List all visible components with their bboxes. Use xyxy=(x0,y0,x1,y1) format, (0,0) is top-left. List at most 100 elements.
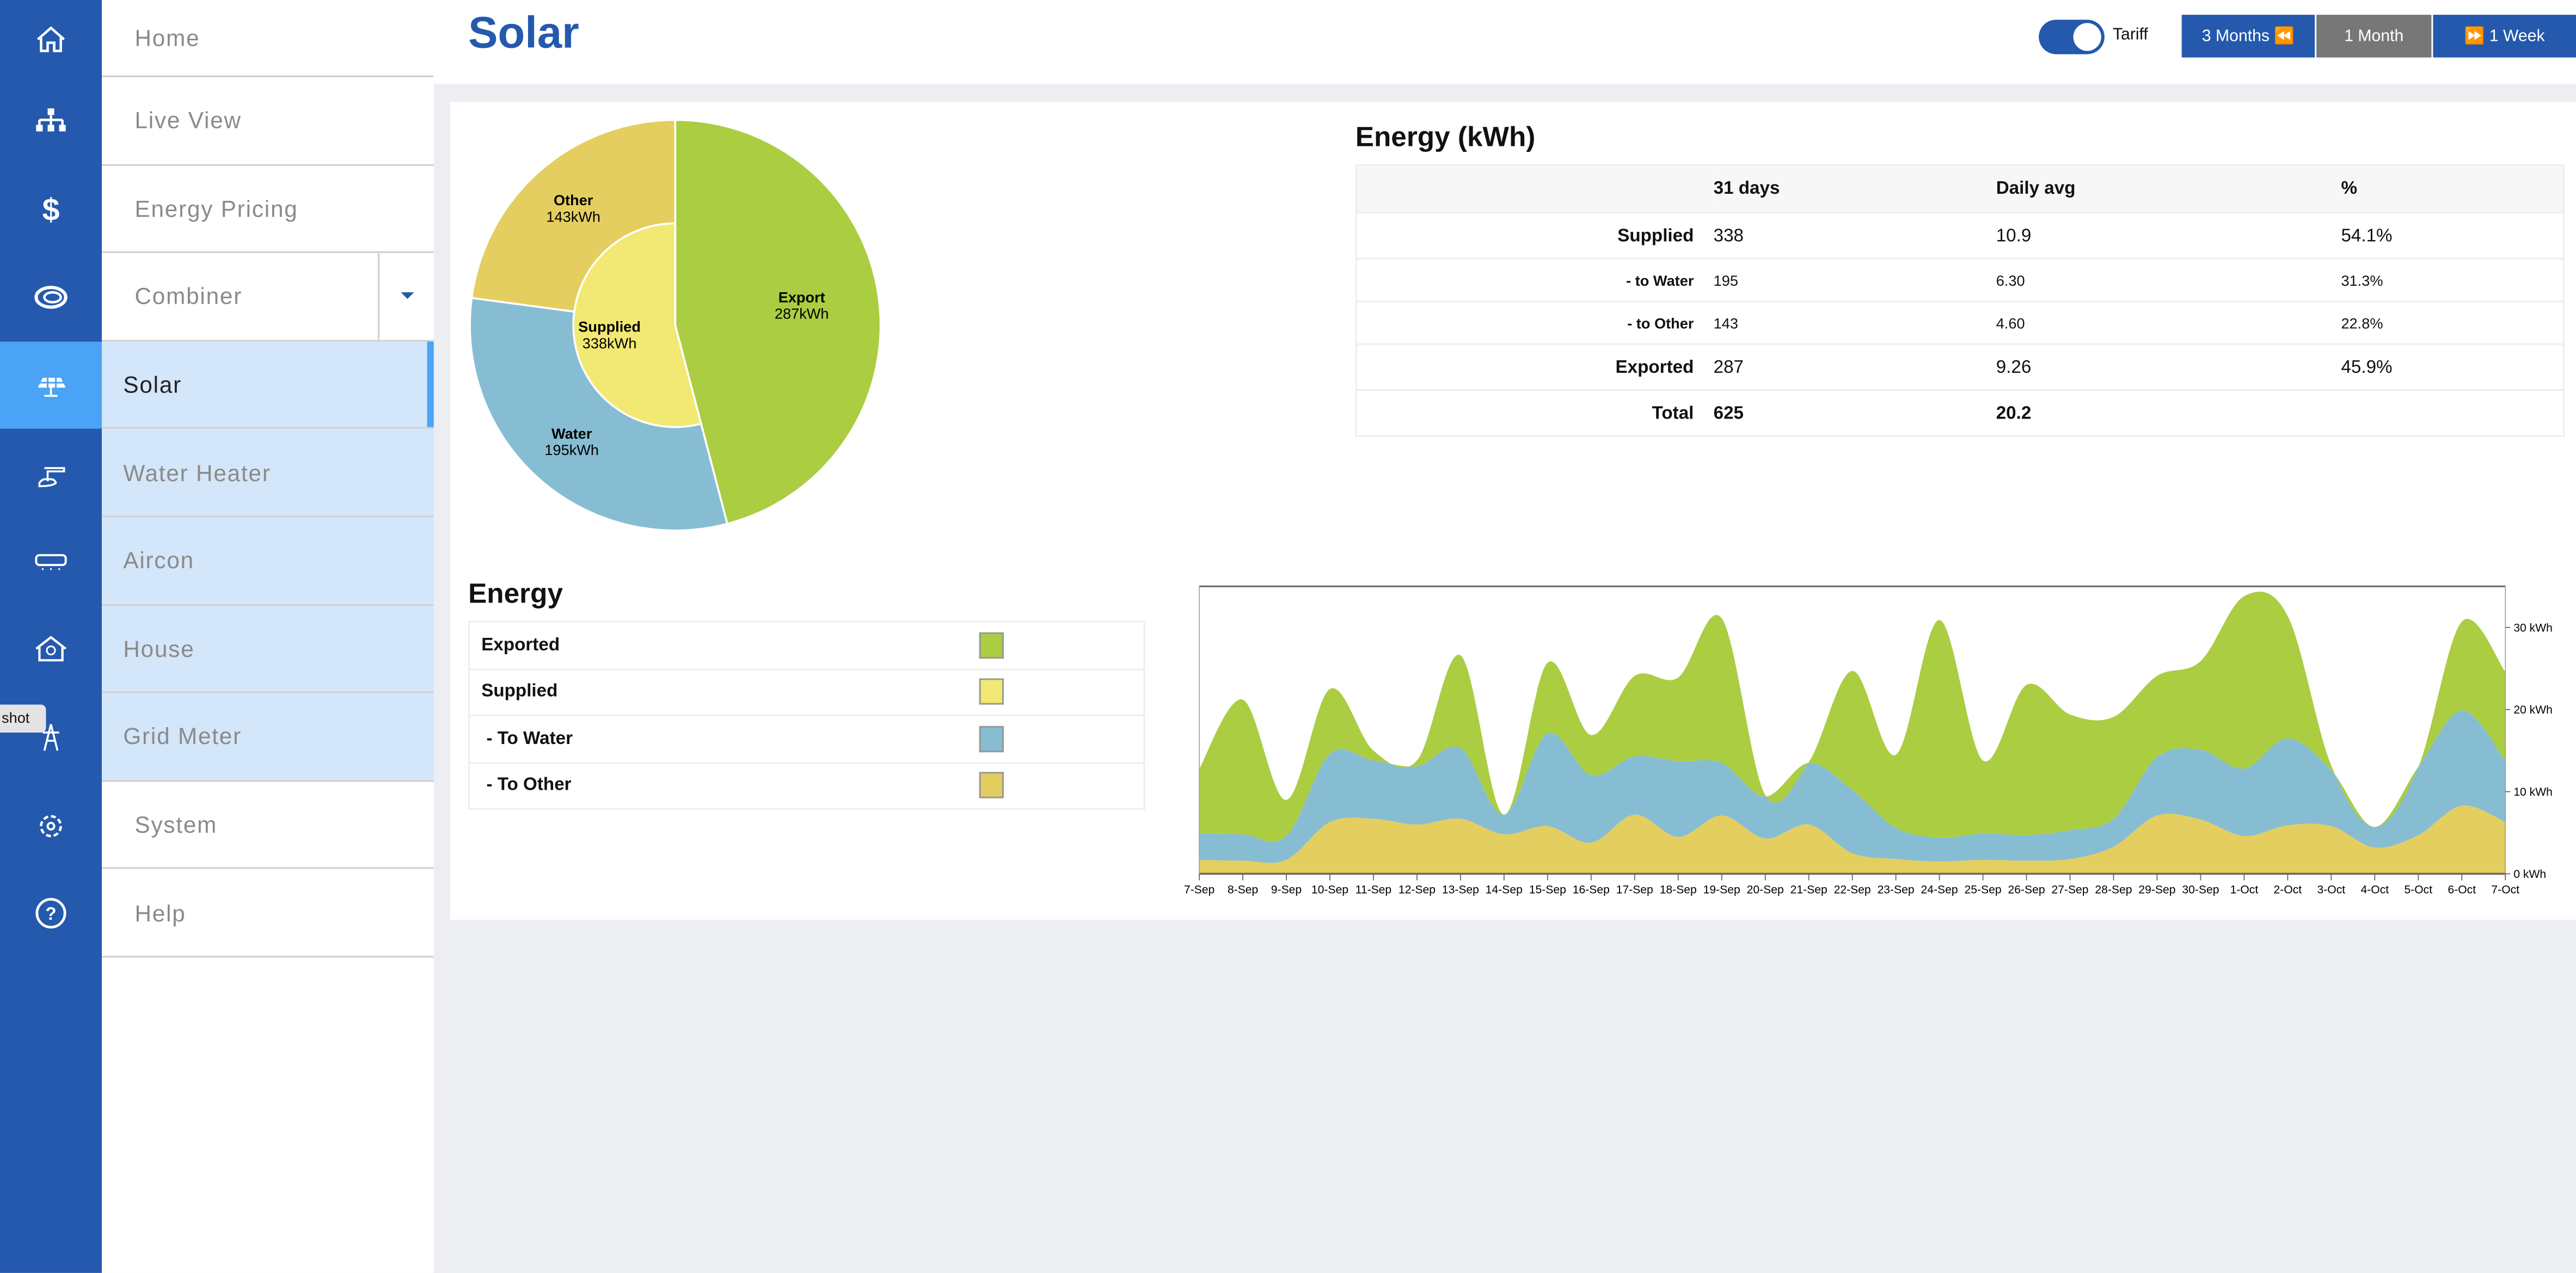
x-tick-label: 18-Sep xyxy=(1660,884,1697,896)
nav-menu: Home Live View Energy Pricing Combiner Solar… xyxy=(102,0,434,1273)
x-tick-label: 26-Sep xyxy=(2008,884,2045,896)
legend-swatch-cell xyxy=(979,714,1144,762)
table-cell: 4.60 xyxy=(1996,300,2341,345)
menu-item-system[interactable]: System xyxy=(102,782,434,870)
menu-item-aircon[interactable]: Aircon xyxy=(102,517,434,606)
table-cell: 9.26 xyxy=(1996,343,2341,390)
svg-text:?: ? xyxy=(45,905,56,925)
menu-item-label: Help xyxy=(134,899,186,926)
x-tick-label: 7-Sep xyxy=(1184,884,1215,896)
menu-item-label: Live View xyxy=(134,107,242,134)
energy-table: 31 days Daily avg % Supplied 338 10.9 54.1%… xyxy=(1355,164,2565,437)
tariff-label: Tariff xyxy=(2112,26,2148,45)
pie-slice-export[interactable] xyxy=(674,119,882,525)
table-row: Exported 287 9.26 45.9% xyxy=(1356,343,2564,390)
solar-panel-icon xyxy=(38,377,66,396)
legend-swatch-cell xyxy=(979,620,1144,669)
menu-item-combiner[interactable]: Combiner xyxy=(102,253,434,342)
menu-item-house[interactable]: House xyxy=(102,605,434,694)
toggle-knob xyxy=(2073,23,2101,51)
table-cell: 54.1% xyxy=(2341,212,2564,259)
menu-item-help[interactable]: Help xyxy=(102,870,434,958)
x-tick-label: 20-Sep xyxy=(1747,884,1784,896)
iconbar-item-gear[interactable] xyxy=(0,782,102,870)
iconbar-item-home[interactable] xyxy=(0,0,102,77)
range-1-week-button[interactable]: ⏩ 1 Week xyxy=(2433,15,2576,58)
range-3-months-button[interactable]: 3 Months ⏪ xyxy=(2181,15,2315,58)
iconbar-item-dollar[interactable]: $ xyxy=(0,165,102,254)
x-tick-label: 15-Sep xyxy=(1529,884,1566,896)
table-cell: 195 xyxy=(1713,257,1996,302)
x-tick-label: 30-Sep xyxy=(2182,884,2219,896)
tariff-toggle[interactable] xyxy=(2039,20,2105,54)
iconbar-item-house-bulb[interactable] xyxy=(0,605,102,693)
x-tick-label: 4-Oct xyxy=(2361,884,2389,896)
legend-item: - To Water xyxy=(469,714,1144,762)
table-row: Total 625 20.2 xyxy=(1356,389,2564,436)
menu-item-energy-pricing[interactable]: Energy Pricing xyxy=(102,165,434,254)
menu-item-label: Water Heater xyxy=(123,459,271,486)
iconbar-item-water-heater[interactable] xyxy=(0,429,102,518)
header-cell xyxy=(1356,164,1714,213)
y-tick-label: 0 kWh xyxy=(2513,868,2546,881)
legend-item: - To Other xyxy=(469,761,1144,809)
menu-item-water-heater[interactable]: Water Heater xyxy=(102,429,434,518)
x-tick-label: 28-Sep xyxy=(2095,884,2132,896)
menu-item-label: Home xyxy=(134,24,200,51)
table-cell: 45.9% xyxy=(2341,343,2564,390)
pie-label-export: Export 287kWh xyxy=(775,288,829,322)
table-row: - to Water 195 6.30 31.3% xyxy=(1356,257,2564,302)
menu-item-label: Energy Pricing xyxy=(134,195,298,222)
iconbar-item-combiner-swirl[interactable] xyxy=(0,253,102,341)
x-tick-label: 22-Sep xyxy=(1834,884,1871,896)
table-cell xyxy=(2341,389,2564,436)
legend-item: Exported xyxy=(469,620,1144,669)
power-pylon-icon xyxy=(42,724,59,751)
menu-item-label: Aircon xyxy=(123,547,195,574)
page-title: Solar xyxy=(468,8,579,58)
aircon-icon xyxy=(35,554,67,570)
iconbar-item-help[interactable]: ? xyxy=(0,870,102,958)
pie-label-supplied: Supplied 338kWh xyxy=(578,318,641,352)
icon-bar: $? xyxy=(0,0,102,1273)
energy-kwh-title: Energy (kWh) xyxy=(1355,121,1536,153)
header-cell: 31 days xyxy=(1713,164,1996,213)
x-tick-label: 2-Oct xyxy=(2274,884,2302,896)
range-1-month-button[interactable]: 1 Month xyxy=(2316,15,2432,58)
menu-item-grid-meter[interactable]: Grid Meter xyxy=(102,693,434,782)
solar-card: Export 287kWh Supplied 338kWh Other 143kWh … xyxy=(450,102,2576,920)
table-cell: 31.3% xyxy=(2341,257,2564,302)
combiner-swirl-icon xyxy=(34,286,68,309)
page-header: Solar Tariff 3 Months ⏪ 1 Month ⏩ 1 Week xyxy=(433,0,2576,84)
menu-item-home[interactable]: Home xyxy=(102,0,434,77)
water-heater-icon xyxy=(38,467,65,488)
header-cell: Daily avg xyxy=(1996,164,2341,213)
menu-item-live-view[interactable]: Live View xyxy=(102,77,434,165)
iconbar-item-aircon[interactable] xyxy=(0,518,102,606)
table-cell: Supplied xyxy=(1356,212,1714,259)
table-row: - to Other 143 4.60 22.8% xyxy=(1356,300,2564,345)
x-tick-label: 23-Sep xyxy=(1878,884,1915,896)
table-cell: 338 xyxy=(1713,212,1996,259)
iconbar-item-solar-panel[interactable] xyxy=(0,341,102,429)
pie-slice-supplied[interactable] xyxy=(572,222,702,428)
x-tick-label: 3-Oct xyxy=(2317,884,2346,896)
x-tick-label: 19-Sep xyxy=(1703,884,1740,896)
iconbar-item-network[interactable] xyxy=(0,77,102,165)
area-chart: 7-Sep 8-Sep 9-Sep 10-Sep 11-Sep 12-Sep 13-Sep 1… xyxy=(1184,585,2553,896)
table-cell: - to Other xyxy=(1356,300,1714,345)
x-tick-label: 13-Sep xyxy=(1442,884,1479,896)
legend-swatch xyxy=(979,772,1004,799)
area-series-to-other xyxy=(1199,805,2506,874)
iconbar-item-power-pylon[interactable] xyxy=(0,693,102,782)
menu-item-solar[interactable]: Solar xyxy=(102,341,434,429)
legend-item: Supplied xyxy=(469,667,1144,716)
x-tick-label: 12-Sep xyxy=(1399,884,1436,896)
x-tick-label: 27-Sep xyxy=(2051,884,2088,896)
menu-item-label: Grid Meter xyxy=(123,723,242,750)
table-cell: 143 xyxy=(1713,300,1996,345)
combiner-dropdown-toggle[interactable] xyxy=(378,253,434,340)
x-tick-label: 5-Oct xyxy=(2404,884,2432,896)
legend-label: Supplied xyxy=(469,667,979,716)
help-icon: ? xyxy=(35,898,66,929)
